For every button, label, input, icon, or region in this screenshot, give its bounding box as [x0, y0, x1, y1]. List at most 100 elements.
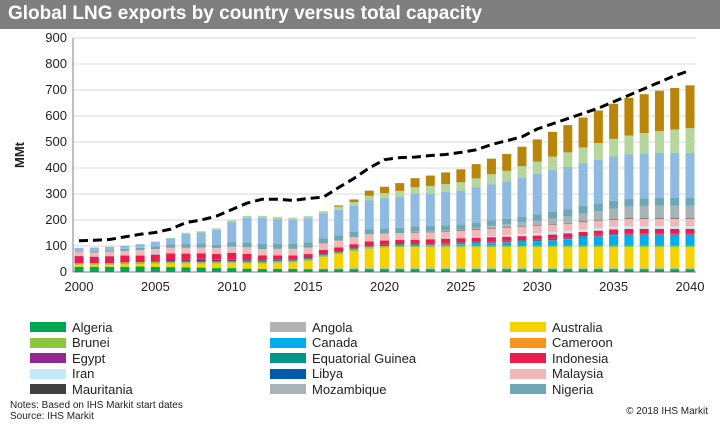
bar-segment	[548, 245, 558, 248]
bar-segment	[242, 242, 252, 248]
bar-segment	[380, 193, 389, 199]
bar-segment	[318, 256, 328, 269]
bar-segment	[670, 228, 680, 233]
bar-segment	[471, 178, 481, 188]
bar-segment	[486, 228, 496, 229]
bar-segment	[456, 230, 466, 239]
legend-swatch	[270, 353, 306, 363]
bar-segment	[150, 249, 160, 255]
bar-segment	[425, 185, 435, 194]
y-tick-label: 500	[45, 134, 67, 149]
bar-segment	[410, 231, 420, 233]
bar-segment	[257, 260, 267, 262]
bar-segment	[609, 234, 619, 236]
legend-item: Canada	[270, 335, 358, 351]
x-tick-label: 2000	[65, 279, 94, 294]
bar-segment	[303, 247, 313, 255]
bar-segment	[181, 259, 191, 262]
bar-segment	[441, 268, 451, 270]
bar-segment	[135, 262, 145, 264]
legend-label: Mauritania	[72, 381, 133, 397]
bar-segment	[517, 222, 527, 227]
bar-segment	[74, 247, 84, 251]
bar-segment	[563, 152, 573, 167]
bar-segment	[563, 247, 573, 269]
legend-swatch	[510, 322, 546, 332]
bar-segment	[609, 200, 619, 209]
bar-segment	[105, 251, 115, 257]
bar-segment	[609, 233, 619, 235]
bar-segment	[486, 242, 496, 243]
y-tick-label: 0	[60, 264, 67, 279]
bar-segment	[670, 233, 680, 235]
notes-line-1: Notes: Based on IHS Markit start dates	[10, 400, 183, 411]
bar-segment	[303, 242, 313, 248]
bar-segment	[166, 259, 176, 262]
bar-segment	[548, 231, 558, 235]
bar-segment	[334, 240, 344, 248]
legend-label: Angola	[312, 319, 353, 335]
bar-segment	[425, 193, 435, 226]
bar-segment	[410, 239, 420, 244]
bar-segment	[150, 263, 160, 267]
bar-segment	[456, 269, 466, 272]
bar-segment	[471, 243, 481, 246]
legend-swatch	[270, 337, 306, 348]
bar-segment	[532, 139, 542, 162]
bar-segment	[364, 245, 374, 247]
legend-item: Indonesia	[510, 350, 608, 366]
bar-segment	[609, 247, 619, 269]
bar-segment	[288, 219, 298, 244]
bar-segment	[150, 241, 160, 247]
bar-segment	[196, 243, 206, 248]
bar-segment	[441, 184, 451, 192]
bar-segment	[502, 268, 512, 270]
bar-segment	[548, 224, 558, 225]
legend-swatch	[270, 368, 306, 379]
bar-segment	[196, 253, 206, 259]
bar-segment	[685, 205, 695, 219]
bar-segment	[685, 218, 695, 227]
bar-segment	[441, 269, 451, 272]
bar-segment	[654, 152, 664, 198]
bar-segment	[211, 259, 221, 262]
bar-segment	[517, 269, 527, 272]
bar-segment	[74, 263, 84, 265]
bar-segment	[441, 231, 451, 239]
bar-segment	[211, 244, 221, 249]
bar-segment	[609, 103, 619, 139]
bar-segment	[456, 242, 466, 244]
bar-segment	[670, 268, 680, 270]
bar-segment	[654, 205, 664, 219]
bar-segment	[211, 259, 221, 260]
bar-segment	[150, 261, 160, 262]
bar-segment	[593, 159, 603, 204]
bar-segment	[181, 247, 191, 254]
bar-segment	[318, 213, 328, 239]
bar-segment	[685, 228, 695, 233]
bar-segment	[425, 239, 435, 244]
bar-segment	[517, 226, 527, 227]
bar-segment	[166, 238, 176, 245]
bar-segment	[395, 268, 405, 270]
bar-segment	[456, 182, 466, 191]
bar-segment	[410, 244, 420, 246]
bar-segment	[593, 245, 603, 248]
bar-segment	[471, 164, 481, 179]
bar-segment	[74, 250, 84, 252]
bar-segment	[410, 268, 420, 270]
bar-segment	[578, 117, 588, 148]
bar-segment	[624, 218, 634, 219]
bar-segment	[609, 208, 619, 219]
bar-segment	[563, 223, 573, 231]
bar-segment	[380, 186, 389, 194]
bar-segment	[548, 131, 558, 157]
bar-segment	[593, 211, 603, 221]
x-tick-label: 2020	[370, 279, 399, 294]
bar-segment	[578, 221, 588, 223]
bar-segment	[74, 266, 84, 272]
bar-segment	[548, 218, 558, 225]
bar-segment	[624, 234, 634, 246]
x-tick-label: 2005	[141, 279, 170, 294]
bar-segment	[532, 235, 542, 240]
